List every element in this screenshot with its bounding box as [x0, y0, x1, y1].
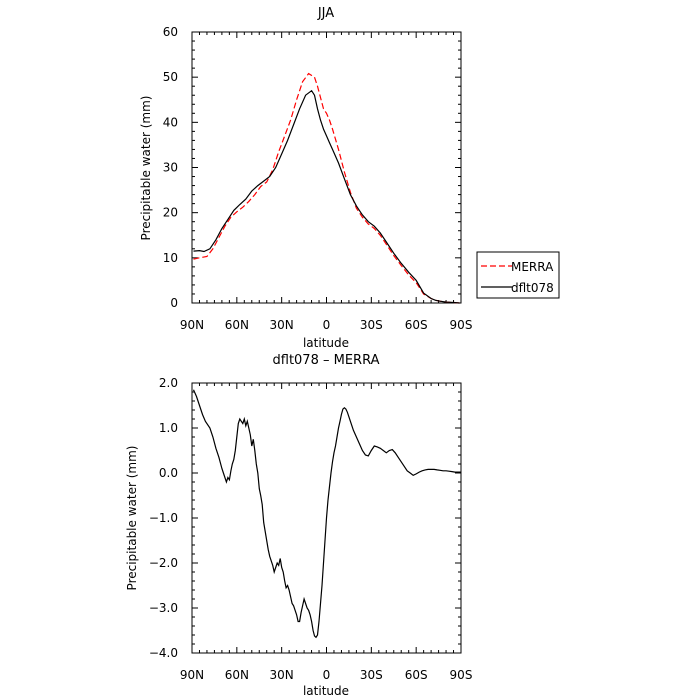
legend-label-dflt078: dflt078 [511, 281, 554, 295]
chart-title: JJA [317, 6, 334, 21]
y-tick-label: −4.0 [149, 646, 178, 660]
y-tick-label: 10 [163, 251, 178, 265]
y-tick-label: 50 [163, 70, 178, 84]
x-tick-label: 30N [270, 318, 294, 332]
x-tick-label: 30S [360, 318, 383, 332]
x-tick-label: 60S [405, 668, 428, 682]
legend-box [476, 251, 560, 299]
legend: MERRA dflt078 [476, 251, 560, 299]
legend-label-merra: MERRA [511, 260, 554, 274]
x-tick-label: 60S [405, 318, 428, 332]
x-axis-label: latitude [303, 336, 349, 350]
y-tick-label: 60 [163, 25, 178, 39]
x-tick-label: 90N [180, 318, 204, 332]
y-tick-label: −2.0 [149, 556, 178, 570]
series-line-merra [193, 72, 460, 304]
y-tick-label: −3.0 [149, 601, 178, 615]
x-tick-label: 90N [180, 668, 204, 682]
chart-title: dflt078 – MERRA [273, 353, 380, 368]
bottom-chart-panel: dflt078 – MERRA latitude Precipitable wa… [125, 353, 472, 698]
x-axis-label: latitude [303, 684, 349, 698]
y-tick-label: 2.0 [159, 376, 178, 390]
x-tick-label: 90S [450, 318, 473, 332]
series-line-dflt078 [193, 89, 460, 304]
y-axis-label: Precipitable water (mm) [139, 96, 153, 241]
y-tick-label: 1.0 [159, 421, 178, 435]
y-tick-label: 20 [163, 206, 178, 220]
x-tick-label: 0 [323, 668, 331, 682]
y-tick-label: 40 [163, 115, 178, 129]
y-tick-label: −1.0 [149, 511, 178, 525]
top-chart-panel: JJA latitude Precipitable water (mm) 90N… [139, 6, 472, 350]
x-tick-label: 60N [225, 318, 249, 332]
x-tick-label: 0 [323, 318, 331, 332]
y-axis-label: Precipitable water (mm) [125, 446, 139, 591]
series-line-difference [192, 389, 461, 639]
plot-frame [191, 31, 462, 304]
y-tick-label: 0 [170, 296, 178, 310]
y-tick-label: 30 [163, 161, 178, 175]
x-tick-label: 60N [225, 668, 249, 682]
x-tick-label: 30N [270, 668, 294, 682]
x-tick-label: 30S [360, 668, 383, 682]
x-tick-label: 90S [450, 668, 473, 682]
y-tick-label: 0.0 [159, 466, 178, 480]
